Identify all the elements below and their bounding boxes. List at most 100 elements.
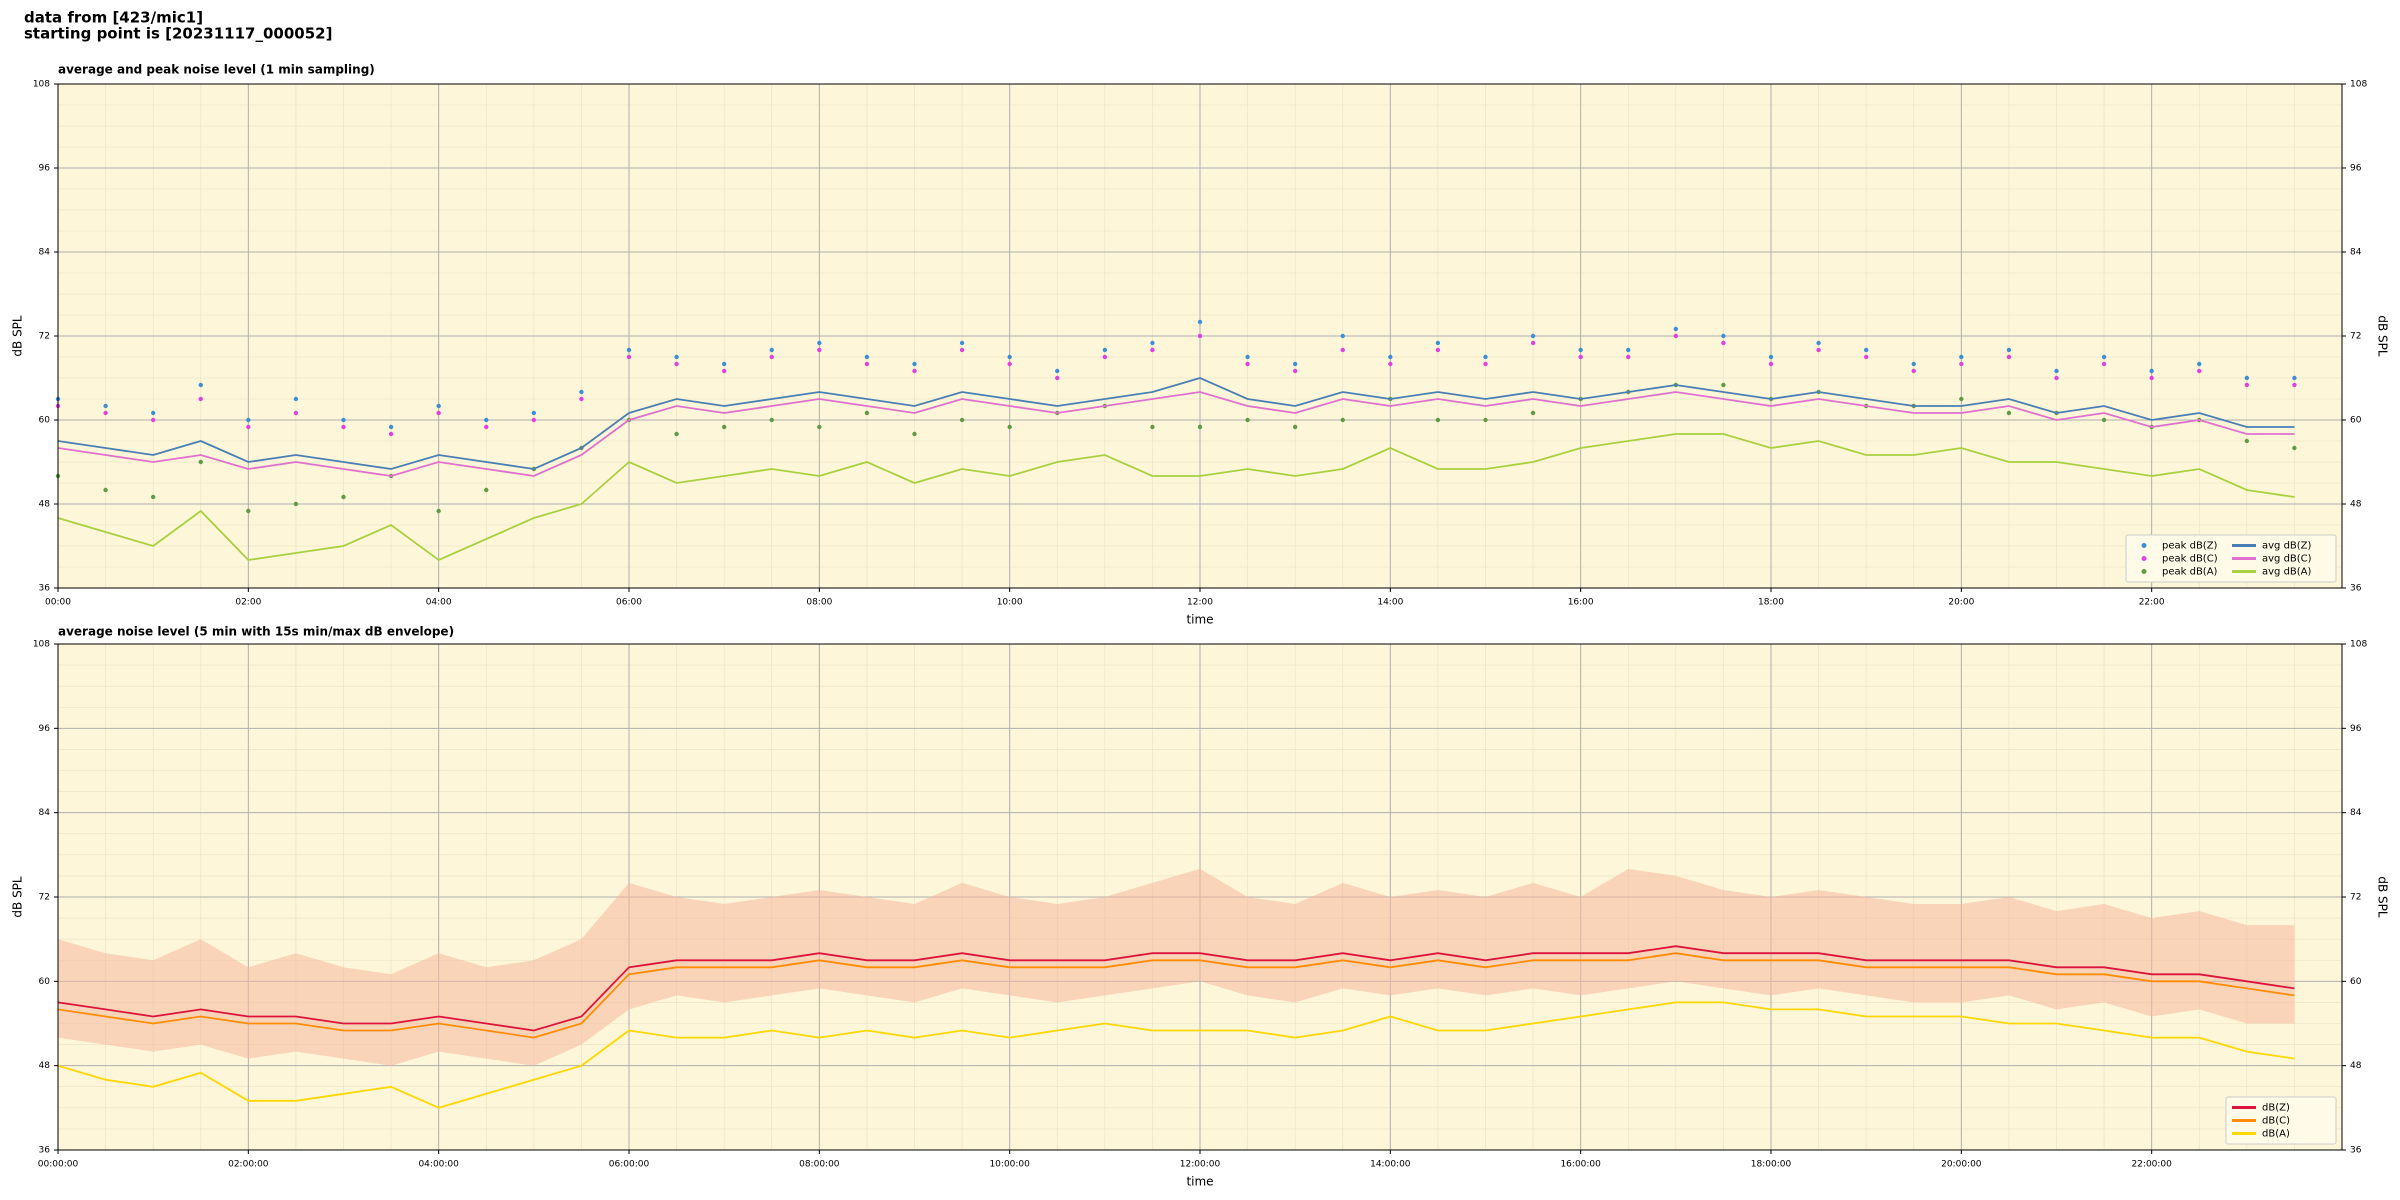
legend-label: peak dB(Z) (2162, 541, 2218, 552)
legend-marker (2141, 543, 2147, 548)
y-tick-label: 84 (39, 808, 51, 818)
y-tick-label: 36 (39, 584, 51, 594)
peak-point (2292, 375, 2297, 381)
x-axis-label: time (1186, 1175, 1213, 1189)
x-tick-label: 12:00:00 (1180, 1160, 1221, 1170)
peak-point (959, 340, 965, 346)
peak-point (864, 361, 870, 367)
x-tick-label: 18:00 (1758, 598, 1784, 608)
peak-point (1768, 354, 1774, 360)
peak-point (293, 396, 299, 402)
suptitle-line: data from [423/mic1] (24, 9, 203, 27)
y2-tick-label: 36 (2350, 584, 2362, 594)
peak-point (436, 410, 441, 416)
peak-point (1245, 417, 1250, 423)
peak-point (1102, 347, 1108, 353)
y-tick-label: 108 (33, 80, 50, 90)
legend-marker (2141, 556, 2147, 561)
peak-point (436, 403, 441, 409)
peak-point (817, 347, 822, 353)
y-tick-label: 60 (39, 977, 51, 987)
x-tick-label: 18:00:00 (1751, 1160, 1792, 1170)
y2-axis-label: dB SPL (2376, 876, 2390, 918)
peak-point (1340, 333, 1345, 339)
y2-tick-label: 108 (2350, 80, 2367, 90)
series-line (57, 1001, 2295, 1109)
peak-point (2149, 375, 2154, 381)
peak-point (626, 354, 632, 360)
y2-tick-label: 60 (2350, 416, 2362, 426)
peak-point (1197, 424, 1203, 430)
peak-point (341, 494, 346, 500)
peak-point (198, 382, 203, 388)
peak-point (150, 417, 156, 423)
y2-axis-label: dB SPL (2376, 315, 2390, 357)
y2-tick-label: 48 (2350, 500, 2362, 510)
peak-point (864, 354, 870, 360)
y2-tick-label: 84 (2350, 248, 2362, 258)
peak-point (103, 403, 108, 409)
peak-point (1959, 396, 1964, 402)
y-axis-label: dB SPL (11, 876, 25, 918)
peak-point (2244, 375, 2250, 381)
peak-point (1911, 368, 1916, 374)
peak-point (1721, 340, 1726, 346)
peak-point (1292, 424, 1298, 430)
legend-label: peak dB(C) (2162, 554, 2218, 565)
x-tick-label: 02:00:00 (228, 1160, 269, 1170)
peak-point (246, 508, 251, 514)
legend-label: avg dB(C) (2262, 554, 2312, 565)
peak-point (817, 340, 822, 346)
peak-point (1055, 368, 1060, 374)
peak-point (103, 410, 108, 416)
x-tick-label: 12:00 (1187, 598, 1213, 608)
subplot-title: average noise level (5 min with 15s min/… (58, 625, 454, 639)
peak-point (2149, 368, 2154, 374)
legend-marker (2141, 569, 2147, 574)
y2-tick-label: 96 (2350, 164, 2362, 174)
x-tick-label: 22:00:00 (2131, 1160, 2172, 1170)
suptitle-line: starting point is [20231117_000052] (24, 25, 332, 43)
x-tick-label: 20:00:00 (1941, 1160, 1982, 1170)
x-tick-label: 16:00 (1568, 598, 1594, 608)
legend-label: peak dB(A) (2162, 567, 2218, 578)
peak-point (1245, 361, 1250, 367)
peak-point (769, 347, 774, 353)
peak-point (531, 417, 537, 423)
x-tick-label: 04:00:00 (418, 1160, 459, 1170)
x-tick-label: 00:00 (45, 598, 71, 608)
peak-point (1816, 340, 1821, 346)
peak-point (2197, 361, 2202, 367)
peak-point (198, 396, 203, 402)
peak-point (1197, 319, 1203, 325)
peak-point (1435, 347, 1441, 353)
peak-point (2054, 368, 2059, 374)
legend-label: dB(A) (2262, 1129, 2290, 1140)
peak-point (674, 354, 679, 360)
legend-label: avg dB(Z) (2262, 541, 2312, 552)
y-tick-label: 72 (39, 893, 50, 903)
peak-point (1150, 424, 1155, 430)
peak-point (1435, 340, 1441, 346)
peak-point (769, 354, 774, 360)
peak-point (1292, 368, 1298, 374)
peak-point (1530, 410, 1536, 416)
y-tick-label: 72 (39, 332, 50, 342)
y2-tick-label: 108 (2350, 640, 2367, 650)
y-tick-label: 48 (39, 1061, 51, 1071)
x-tick-label: 14:00:00 (1370, 1160, 1411, 1170)
y2-tick-label: 84 (2350, 808, 2362, 818)
peak-point (246, 424, 251, 430)
x-tick-label: 20:00 (1948, 598, 1974, 608)
peak-point (579, 389, 584, 395)
peak-point (817, 424, 822, 430)
peak-point (198, 459, 203, 465)
peak-point (721, 361, 727, 367)
peak-point (2292, 382, 2297, 388)
peak-point (2006, 347, 2012, 353)
x-tick-label: 10:00 (997, 598, 1023, 608)
peak-point (1340, 347, 1345, 353)
x-tick-label: 14:00 (1377, 598, 1403, 608)
y2-tick-label: 36 (2350, 1146, 2362, 1156)
